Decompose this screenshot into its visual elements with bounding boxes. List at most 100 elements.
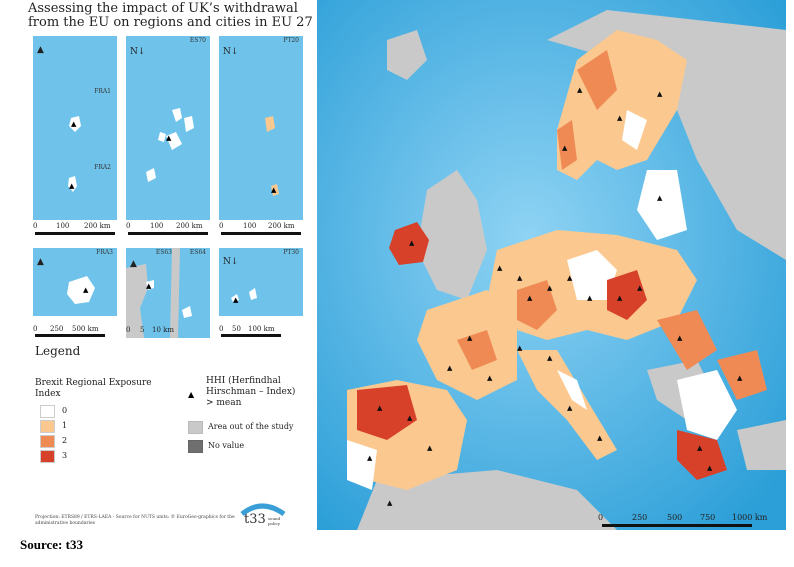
scale-text: 200 km (176, 222, 203, 230)
legend-novalue-label: No value (208, 441, 245, 450)
svg-text:▲: ▲ (547, 284, 553, 292)
inset-label: FRA3 (96, 249, 113, 256)
legend-index-title: Brexit Regional Exposure Index (35, 378, 152, 399)
svg-text:▲: ▲ (707, 464, 713, 472)
svg-text:▲: ▲ (617, 114, 623, 122)
svg-text:▲: ▲ (657, 194, 663, 202)
scale-bar (35, 334, 105, 337)
scale-text: 250 (632, 513, 648, 522)
scale-bar (35, 232, 115, 235)
scale-text: 1000 km (732, 513, 768, 522)
north-arrow-icon: ▲ (37, 45, 44, 55)
inset-ceuta-melilla-shapes: ▲ ▲ (126, 248, 192, 338)
scale-text: 100 (56, 222, 70, 230)
logo-sub: sound policy (268, 516, 281, 526)
svg-text:▲: ▲ (407, 414, 413, 422)
legend-out-label: Area out of the study (208, 422, 294, 431)
inset-pt30: N↓ ▲ PT30 (219, 248, 303, 316)
svg-text:▲: ▲ (567, 274, 573, 282)
scale-text: 100 (243, 222, 257, 230)
north-arrow-icon: ▲ (37, 257, 44, 267)
logo-text: t33 (244, 512, 266, 527)
scale-text: 10 km (152, 326, 175, 334)
scale-text: 0 (126, 222, 131, 230)
svg-text:▲: ▲ (567, 404, 573, 412)
north-arrow-icon: N↓ (130, 47, 145, 57)
svg-text:▲: ▲ (497, 264, 503, 272)
inset-label: PT30 (283, 249, 299, 256)
legend-heading: Legend (35, 344, 81, 358)
legend-class-label: 3 (62, 451, 68, 460)
hhi-triangle-icon: ▲ (188, 390, 195, 399)
scale-text: 0 (33, 325, 38, 333)
t33-logo: t33 sound policy (238, 500, 286, 530)
scale-text: 200 km (84, 222, 111, 230)
svg-text:▲: ▲ (697, 444, 703, 452)
scale-text: 100 km (248, 325, 275, 333)
projection-note: Projection: ETRS89 / ETRS-LAEA - Source … (35, 515, 235, 526)
svg-text:▲: ▲ (587, 294, 593, 302)
svg-text:▲: ▲ (617, 294, 623, 302)
scale-text: 0 (219, 222, 224, 230)
svg-text:▲: ▲ (71, 120, 77, 128)
scale-text: 100 (150, 222, 164, 230)
svg-text:▲: ▲ (387, 499, 393, 507)
legend-hhi: HHI (Herfindhal Hirschman – Index) > mea… (206, 376, 296, 408)
scale-text: 0 (219, 325, 224, 333)
europe-choropleth: ▲ ▲ ▲ ▲ ▲ ▲ ▲ ▲ ▲ ▲ ▲ ▲ ▲ ▲ ▲ ▲ ▲ ▲ ▲ ▲ ▲ ▲ ▲ ▲ ▲ ▲ ▲ ▲ ▲ ▲ (317, 0, 786, 530)
source-caption: Source: t33 (20, 537, 83, 552)
legend-swatch-1 (40, 420, 55, 433)
europe-main-map: ▲ ▲ ▲ ▲ ▲ ▲ ▲ ▲ ▲ ▲ ▲ ▲ ▲ ▲ ▲ ▲ ▲ ▲ ▲ ▲ ▲ ▲ ▲ ▲ ▲ ▲ ▲ ▲ ▲ ▲ … (317, 0, 786, 530)
svg-text:▲: ▲ (527, 294, 533, 302)
scale-text: 0 (598, 513, 604, 522)
svg-text:▲: ▲ (69, 182, 75, 190)
svg-text:▲: ▲ (233, 296, 239, 304)
north-arrow-icon: N↓ (223, 257, 238, 267)
scale-text: 250 (50, 325, 64, 333)
inset-es70: N↓ ▲ ES70 (126, 36, 210, 220)
inset-label: ES70 (189, 37, 206, 44)
scale-bar (221, 232, 301, 235)
scale-text: 0 (126, 326, 131, 334)
svg-text:▲: ▲ (562, 144, 568, 152)
svg-text:▲: ▲ (377, 404, 383, 412)
main-scale: 0 250 500 750 1000 km (598, 513, 782, 527)
legend-class-label: 2 (62, 436, 68, 445)
north-arrow-icon: N↓ (223, 47, 238, 57)
svg-text:▲: ▲ (657, 90, 663, 98)
logo-arc-icon (240, 503, 286, 517)
inset-label: ES64 (189, 249, 206, 256)
legend-swatch-novalue (188, 440, 203, 453)
scale-text: 0 (33, 222, 38, 230)
svg-text:▲: ▲ (547, 354, 553, 362)
svg-text:▲: ▲ (271, 186, 277, 194)
scale-text: 500 km (72, 325, 99, 333)
inset-es-shapes: N↓ ▲ (130, 47, 194, 182)
scale-text: 500 (667, 513, 683, 522)
svg-text:▲: ▲ (517, 344, 523, 352)
svg-text:▲: ▲ (447, 364, 453, 372)
svg-text:▲: ▲ (677, 334, 683, 342)
svg-text:▲: ▲ (166, 134, 172, 142)
inset-pt30-shapes: N↓ ▲ (223, 257, 257, 304)
scale-text: 200 km (268, 222, 295, 230)
inset-label: FRA1 (94, 88, 111, 95)
legend-swatch-0 (40, 405, 55, 418)
inset-fra-shapes: ▲ ▲ ▲ (37, 45, 81, 192)
inset-label: ES63 (155, 249, 172, 256)
svg-text:▲: ▲ (409, 239, 415, 247)
main-scale-bar (602, 524, 752, 527)
svg-text:▲: ▲ (597, 434, 603, 442)
legend-swatch-out (188, 421, 203, 434)
svg-text:▲: ▲ (467, 334, 473, 342)
svg-text:▲: ▲ (637, 284, 643, 292)
svg-text:▲: ▲ (83, 286, 89, 294)
inset-label: PT20 (283, 37, 299, 44)
inset-fra1-fra2: ▲ ▲ ▲ FRA1 FRA2 (33, 36, 117, 220)
inset-pt-shapes: N↓ ▲ (223, 47, 279, 196)
legend-swatch-3 (40, 450, 55, 463)
map-title: Assessing the impact of UK’s withdrawal … (28, 1, 313, 30)
inset-es63-es64: ▲ ▲ ES63 ES64 (126, 248, 210, 338)
legend-class-label: 0 (62, 406, 68, 415)
scale-text: 5 (140, 326, 145, 334)
